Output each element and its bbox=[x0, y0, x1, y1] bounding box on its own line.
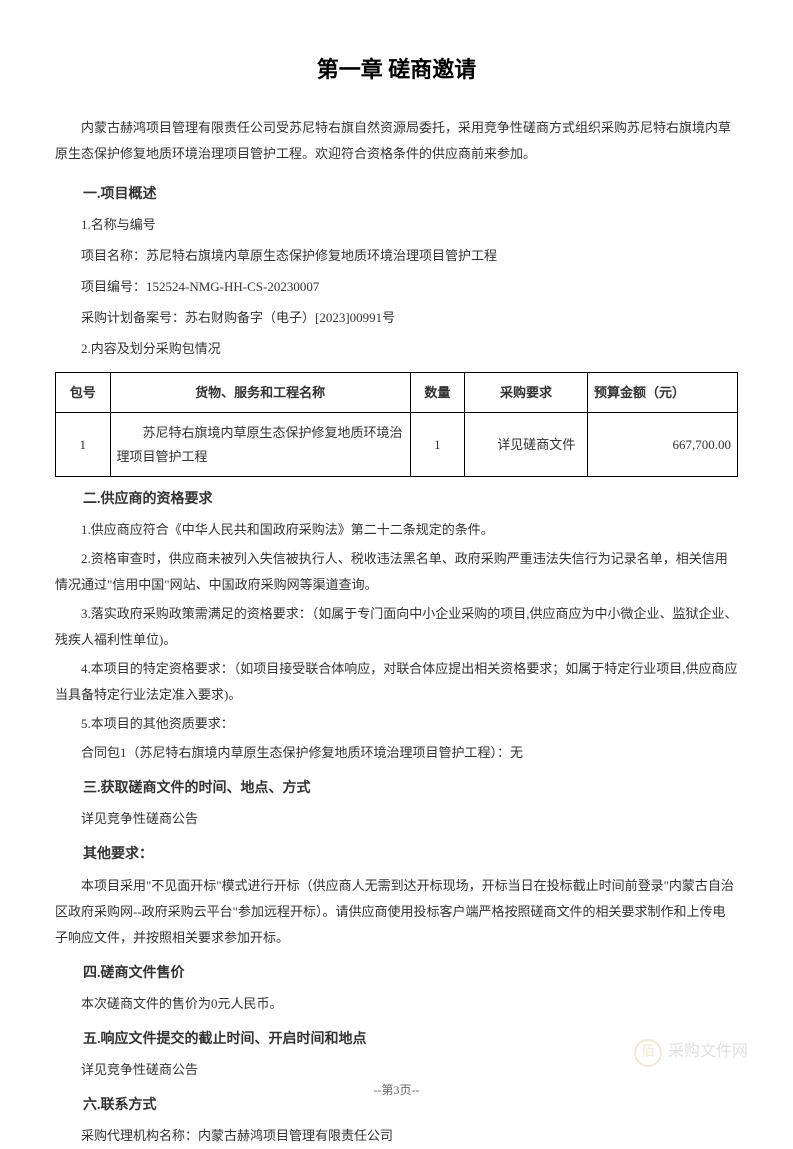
section3-heading: 三.获取磋商文件的时间、地点、方式 bbox=[55, 776, 738, 801]
th-name: 货物、服务和工程名称 bbox=[110, 372, 410, 412]
section1-item2: 2.内容及划分采购包情况 bbox=[55, 336, 738, 362]
th-package: 包号 bbox=[56, 372, 111, 412]
section2-p1: 1.供应商应符合《中华人民共和国政府采购法》第二十二条规定的条件。 bbox=[55, 517, 738, 543]
th-req: 采购要求 bbox=[465, 372, 588, 412]
project-name-line: 项目名称：苏尼特右旗境内草原生态保护修复地质环境治理项目管护工程 bbox=[55, 243, 738, 269]
project-number-line: 项目编号：152524-NMG-HH-CS-20230007 bbox=[55, 274, 738, 300]
section2-p6: 合同包1（苏尼特右旗境内草原生态保护修复地质环境治理项目管护工程）：无 bbox=[55, 740, 738, 766]
section-other-heading: 其他要求： bbox=[55, 842, 738, 867]
th-budget: 预算金额（元） bbox=[587, 372, 737, 412]
td-qty: 1 bbox=[410, 413, 465, 477]
td-package: 1 bbox=[56, 413, 111, 477]
table-header-row: 包号 货物、服务和工程名称 数量 采购要求 预算金额（元） bbox=[56, 372, 738, 412]
package-table: 包号 货物、服务和工程名称 数量 采购要求 预算金额（元） 1 苏尼特右旗境内草… bbox=[55, 372, 738, 477]
th-qty: 数量 bbox=[410, 372, 465, 412]
td-name: 苏尼特右旗境内草原生态保护修复地质环境治理项目管护工程 bbox=[110, 413, 410, 477]
section4-heading: 四.磋商文件售价 bbox=[55, 961, 738, 986]
section1-item1: 1.名称与编号 bbox=[55, 212, 738, 238]
td-req: 详见磋商文件 bbox=[465, 413, 588, 477]
section2-p5: 5.本项目的其他资质要求： bbox=[55, 711, 738, 737]
section2-heading: 二.供应商的资格要求 bbox=[55, 487, 738, 512]
section1-heading: 一.项目概述 bbox=[55, 182, 738, 207]
section2-p3: 3.落实政府采购政策需满足的资格要求：（如属于专门面向中小企业采购的项目,供应商… bbox=[55, 601, 738, 653]
intro-paragraph: 内蒙古赫鸿项目管理有限责任公司受苏尼特右旗自然资源局委托，采用竞争性磋商方式组织… bbox=[55, 115, 738, 167]
section3-p1: 详见竞争性磋商公告 bbox=[55, 806, 738, 832]
section6-p1: 采购代理机构名称：内蒙古赫鸿项目管理有限责任公司 bbox=[55, 1123, 738, 1149]
watermark-icon: 佰 bbox=[634, 1039, 662, 1067]
section4-p1: 本次磋商文件的售价为0元人民币。 bbox=[55, 991, 738, 1017]
section2-p2: 2.资格审查时，供应商未被列入失信被执行人、税收违法黑名单、政府采购严重违法失信… bbox=[55, 546, 738, 598]
chapter-title: 第一章 磋商邀请 bbox=[55, 50, 738, 90]
section2-p4: 4.本项目的特定资格要求：（如项目接受联合体响应，对联合体应提出相关资格要求；如… bbox=[55, 656, 738, 708]
td-budget: 667,700.00 bbox=[587, 413, 737, 477]
page-number: --第3页-- bbox=[0, 1080, 793, 1102]
watermark-text: 采购文件网 bbox=[668, 1038, 748, 1067]
watermark: 佰 采购文件网 bbox=[634, 1038, 748, 1067]
section-other-p1: 本项目采用"不见面开标"模式进行开标（供应商人无需到达开标现场，开标当日在投标截… bbox=[55, 873, 738, 951]
plan-number-line: 采购计划备案号：苏右财购备字（电子）[2023]00991号 bbox=[55, 305, 738, 331]
table-row: 1 苏尼特右旗境内草原生态保护修复地质环境治理项目管护工程 1 详见磋商文件 6… bbox=[56, 413, 738, 477]
